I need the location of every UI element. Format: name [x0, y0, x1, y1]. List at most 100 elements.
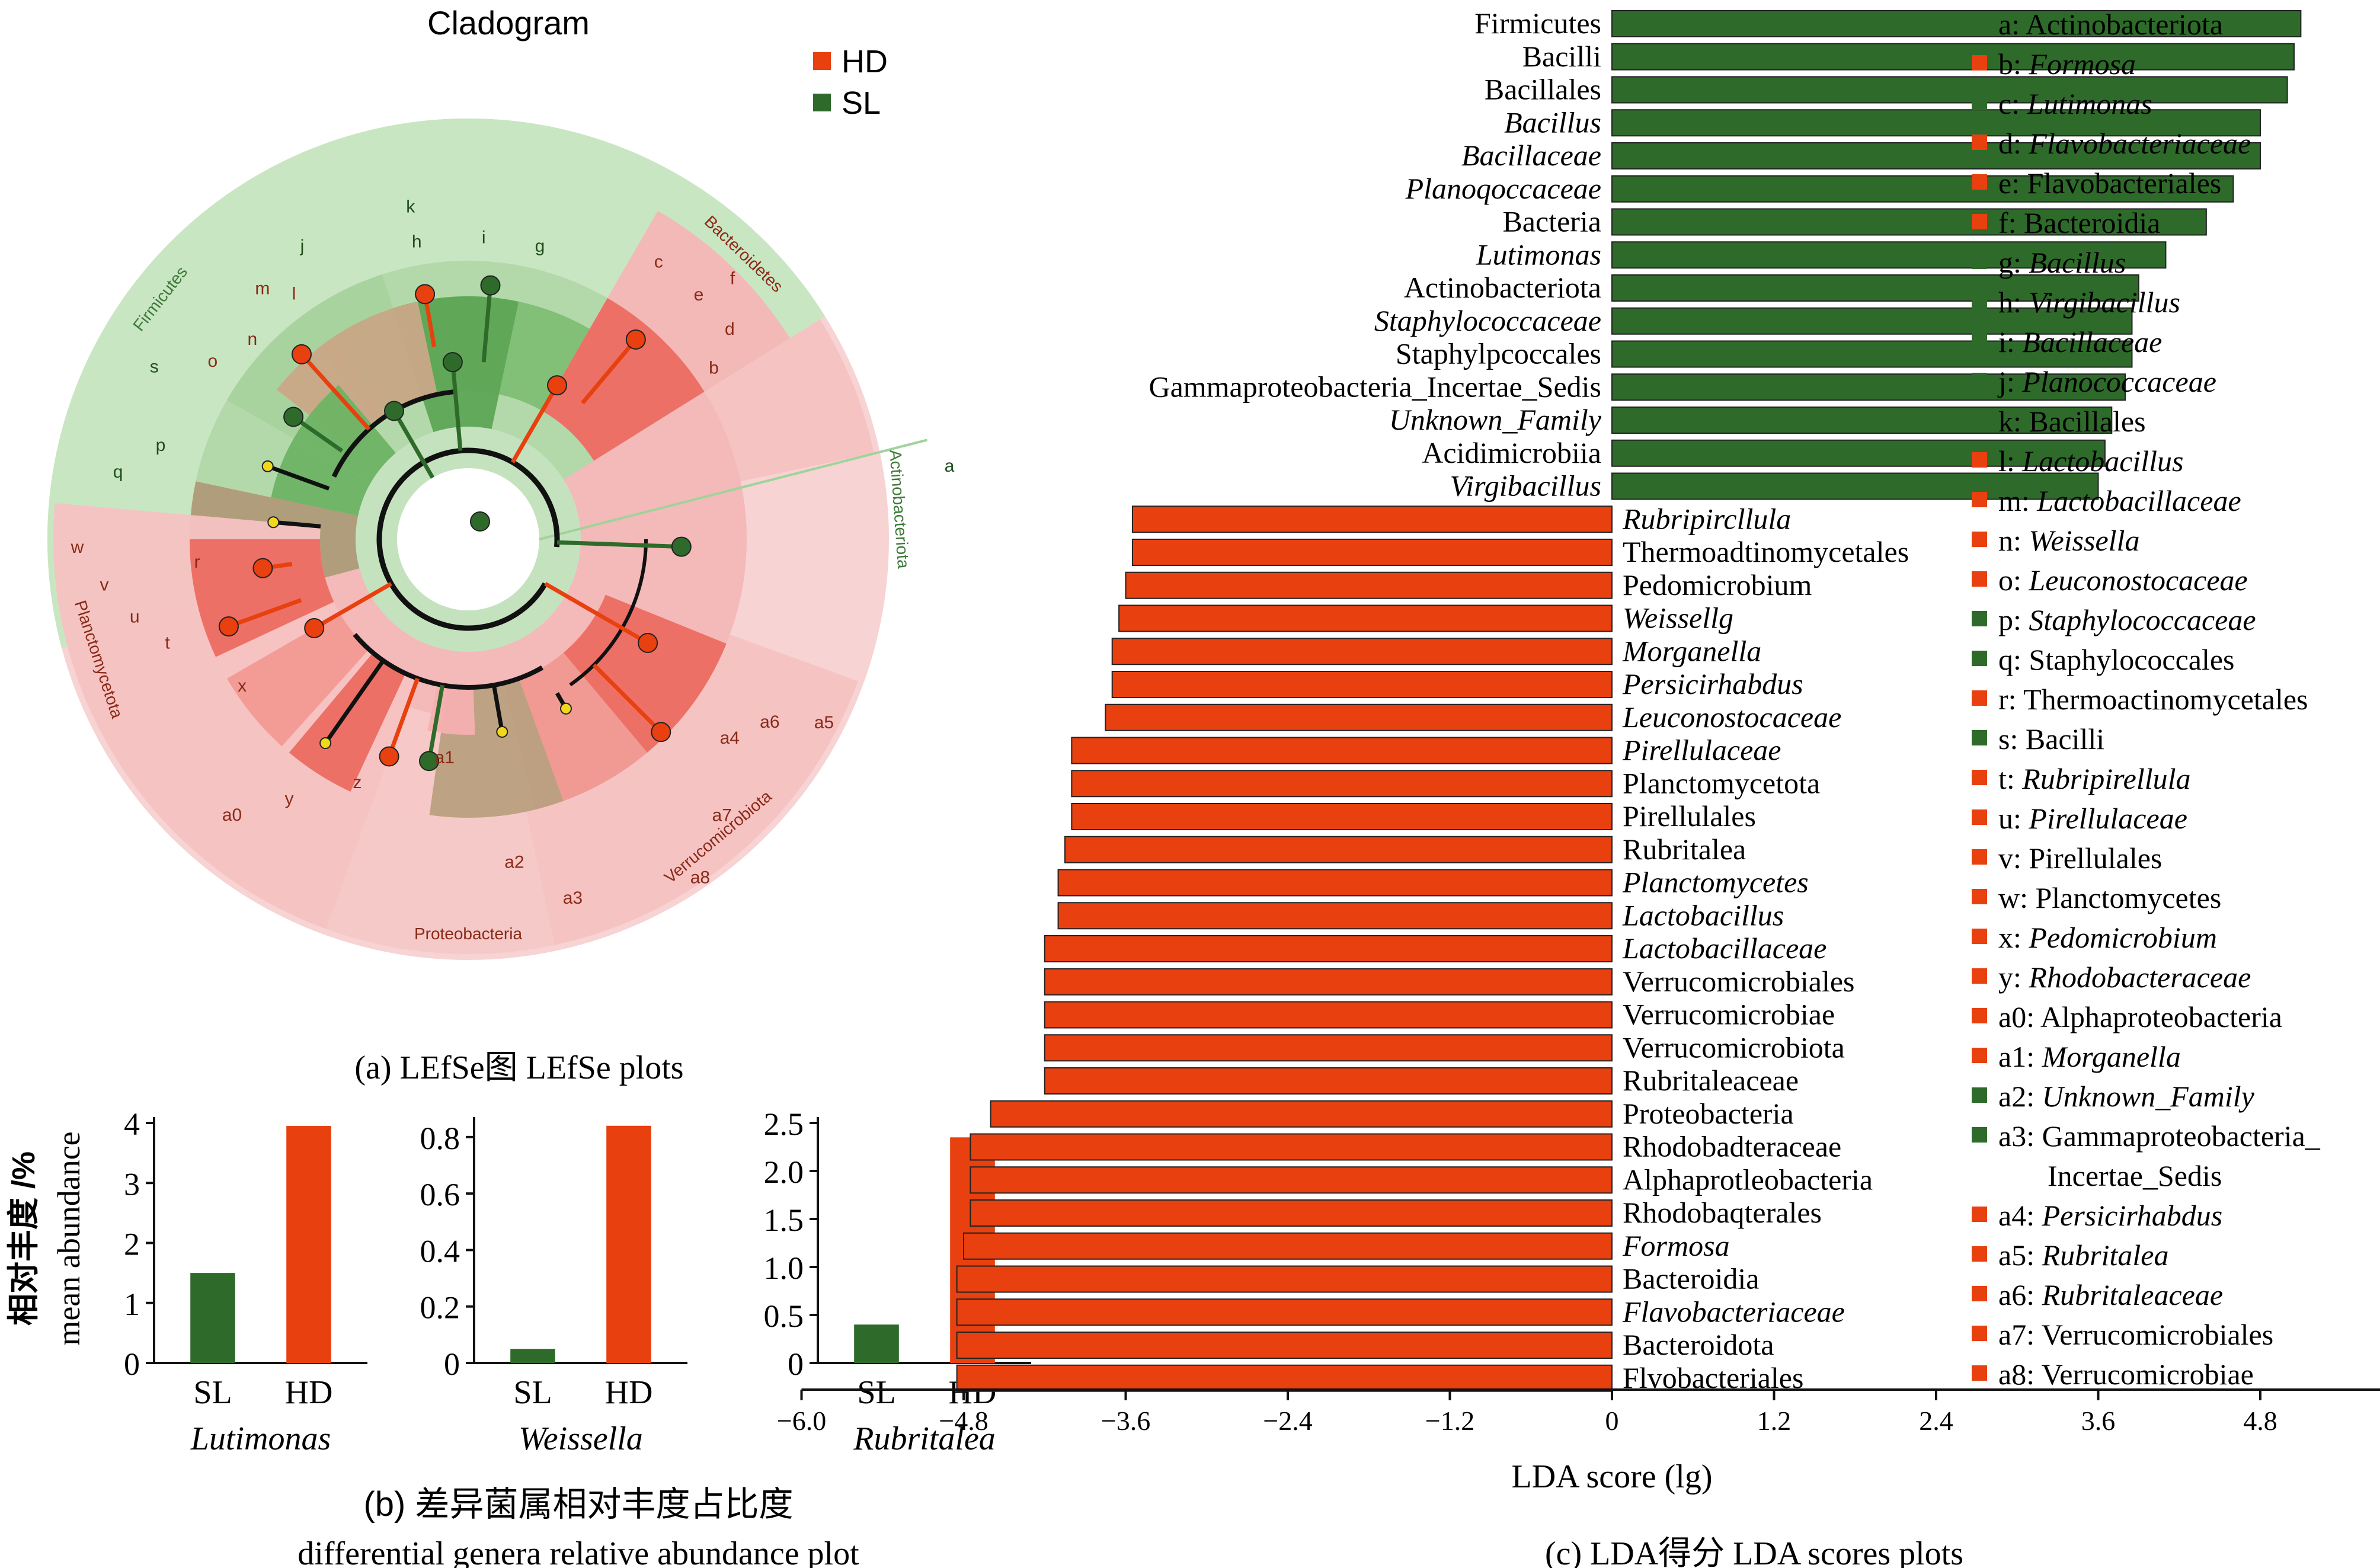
key-legend-item: o: Leuconostocaceae	[1972, 564, 2248, 597]
cladogram-leaf-letter: a8	[690, 868, 710, 887]
y-tick-label: 0.5	[764, 1298, 804, 1334]
lda-bar-label: Verrucomicrobiales	[1623, 965, 1855, 998]
lda-bar-label: Pirellulales	[1623, 799, 1756, 833]
lda-x-tick-label: −3.6	[1101, 1406, 1150, 1436]
key-legend-text: a: Actinobacteriota	[1998, 8, 2223, 41]
key-legend-text: d: Flavobacteriaceae	[1998, 127, 2251, 160]
cladogram-leaf-letter: i	[482, 228, 486, 248]
lda-bar	[1611, 76, 2288, 104]
cladogram-node	[283, 407, 304, 427]
key-legend-text: a4: Persicirhabdus	[1998, 1199, 2222, 1232]
cladogram-leaf-letter: j	[300, 236, 305, 256]
lda-bar	[956, 1364, 1613, 1392]
cladogram-node	[384, 401, 404, 421]
lda-bar	[1111, 671, 1613, 698]
lda-bar-label: Bacteroidota	[1623, 1328, 1774, 1361]
lda-xlabel: LDA score (lg)	[1511, 1458, 1712, 1495]
lda-bar-label: Bacillaceae	[1461, 139, 1601, 172]
legend-swatch-sl	[813, 94, 831, 111]
lda-bar-label: Rhodobadteraceae	[1623, 1130, 1841, 1163]
key-legend-text: j: Planococcaceae	[1997, 365, 2216, 398]
lda-bar	[1111, 638, 1613, 665]
key-legend-swatch	[1972, 373, 1987, 388]
key-legend-text: a1: Morganella	[1998, 1040, 2181, 1073]
lda-chart: FirmicutesBacilliBacillalesBacillusBacil…	[777, 7, 2380, 1436]
lda-bar	[963, 1232, 1613, 1260]
bar-hd	[606, 1125, 651, 1363]
key-legend-swatch	[1972, 492, 1987, 507]
cladogram-leaf-letter: o	[208, 351, 218, 371]
lda-bar-label: Planctomycetota	[1623, 766, 1820, 799]
cladogram-phylum-label: Proteobacteria	[414, 924, 523, 943]
key-legend-swatch	[1972, 571, 1987, 587]
lda-bar-label: Alphaprotleobacteria	[1623, 1163, 1873, 1196]
genus-label: Lutimonas	[190, 1420, 331, 1457]
lda-bar	[1611, 241, 2167, 269]
lda-bar	[1044, 935, 1613, 962]
key-legend-swatch	[1972, 293, 1987, 309]
cladogram-leaf-letter: e	[694, 285, 704, 305]
key-legend-item: s: Bacilli	[1972, 722, 2104, 756]
key-legend-item: a: Actinobacteriota	[1972, 8, 2223, 41]
key-legend-item: a6: Rubritaleaceae	[1972, 1278, 2223, 1311]
key-legend-item: p: Staphylococcaceae	[1972, 603, 2256, 636]
cladogram-node	[415, 284, 436, 305]
lda-x-tick-label: −4.8	[939, 1406, 988, 1436]
lda-x-tick-label: 2.4	[1919, 1406, 1953, 1436]
cladogram-leaf-letter: v	[100, 575, 109, 594]
x-category-label: SL	[857, 1374, 895, 1411]
lda-bar	[1611, 274, 2139, 302]
x-category-label: HD	[605, 1374, 653, 1411]
key-legend-swatch	[1972, 254, 1987, 269]
y-tick-label: 4	[124, 1106, 140, 1142]
abundance-ylabel-cn: 相对丰度 /%	[6, 1151, 41, 1326]
cladogram-leaf-letter: d	[725, 319, 735, 339]
key-legend-text: p: Staphylococcaceae	[1998, 603, 2256, 636]
cladogram-leaf-letter: n	[248, 329, 258, 349]
key-legend-text: l: Lactobacillus	[1998, 444, 2184, 478]
lda-bar-label: Lutimonas	[1476, 238, 1601, 271]
key-legend-text: y: Rhodobacteraceae	[1998, 961, 2251, 994]
genus-label: Weissella	[519, 1420, 642, 1457]
cladogram-node	[671, 536, 692, 557]
cladogram-leaf-letter: q	[113, 462, 123, 482]
cladogram-leaf-letter: s	[150, 357, 159, 376]
cladogram-node	[379, 746, 399, 767]
y-tick-label: 0	[444, 1346, 460, 1382]
cladogram-node	[291, 344, 312, 364]
cladogram-rings	[47, 118, 927, 960]
lda-bar-label: Bacillus	[1504, 105, 1601, 139]
cladogram-leaf-letter: a6	[760, 712, 779, 732]
genus-label: Rubritalea	[853, 1420, 996, 1457]
lda-bar-label: Rubripircllula	[1622, 502, 1791, 535]
lda-bar	[1611, 43, 2295, 71]
cladogram-leaf-letter: a2	[504, 853, 524, 872]
y-tick-label: 0	[124, 1346, 140, 1382]
lda-bar-label: Staphylococcaceae	[1374, 304, 1601, 337]
lda-x-tick-label: 0	[1605, 1406, 1619, 1436]
lda-bar-label: Acidimicrobiia	[1422, 436, 1601, 469]
cladogram-leaf-letter: a	[945, 456, 955, 476]
key-legend-text: n: Weissella	[1998, 524, 2139, 557]
cladogram-phylum-label: Actinobacteriota	[886, 449, 913, 569]
key-legend-item: l: Lactobacillus	[1972, 444, 2184, 478]
key-legend-text: a6: Rubritaleaceae	[1998, 1278, 2223, 1311]
lda-bar-label: Verrucomicrobiae	[1623, 998, 1835, 1031]
cladogram-node	[651, 722, 671, 743]
cladogram-leaf-letter: a0	[222, 805, 242, 825]
lda-bar	[956, 1265, 1613, 1293]
abundance-chart-weissella: 0 0.2 0.4 0.6 0.8 SL HD Weissella	[420, 1117, 687, 1457]
key-legend-text: a8: Verrucomicrobiae	[1998, 1358, 2254, 1391]
key-legend-text: e: Flavobacteriales	[1998, 167, 2221, 200]
lda-panel: FirmicutesBacilliBacillalesBacillusBacil…	[777, 7, 2380, 1568]
key-legend-item: a1: Morganella	[1972, 1040, 2181, 1073]
lda-bar-label: Bacillales	[1485, 73, 1601, 106]
lda-bar-label: Morganella	[1622, 634, 1761, 667]
key-legend-swatch	[1972, 929, 1987, 944]
lda-bar	[1064, 836, 1613, 863]
key-legend-swatch	[1972, 412, 1987, 428]
key-legend-text: w: Planctomycetes	[1998, 881, 2221, 914]
cladogram-leaf-letter: p	[156, 436, 166, 455]
key-legend-item: r: Thermoactinomycetales	[1972, 683, 2308, 716]
cladogram-node	[304, 618, 325, 638]
